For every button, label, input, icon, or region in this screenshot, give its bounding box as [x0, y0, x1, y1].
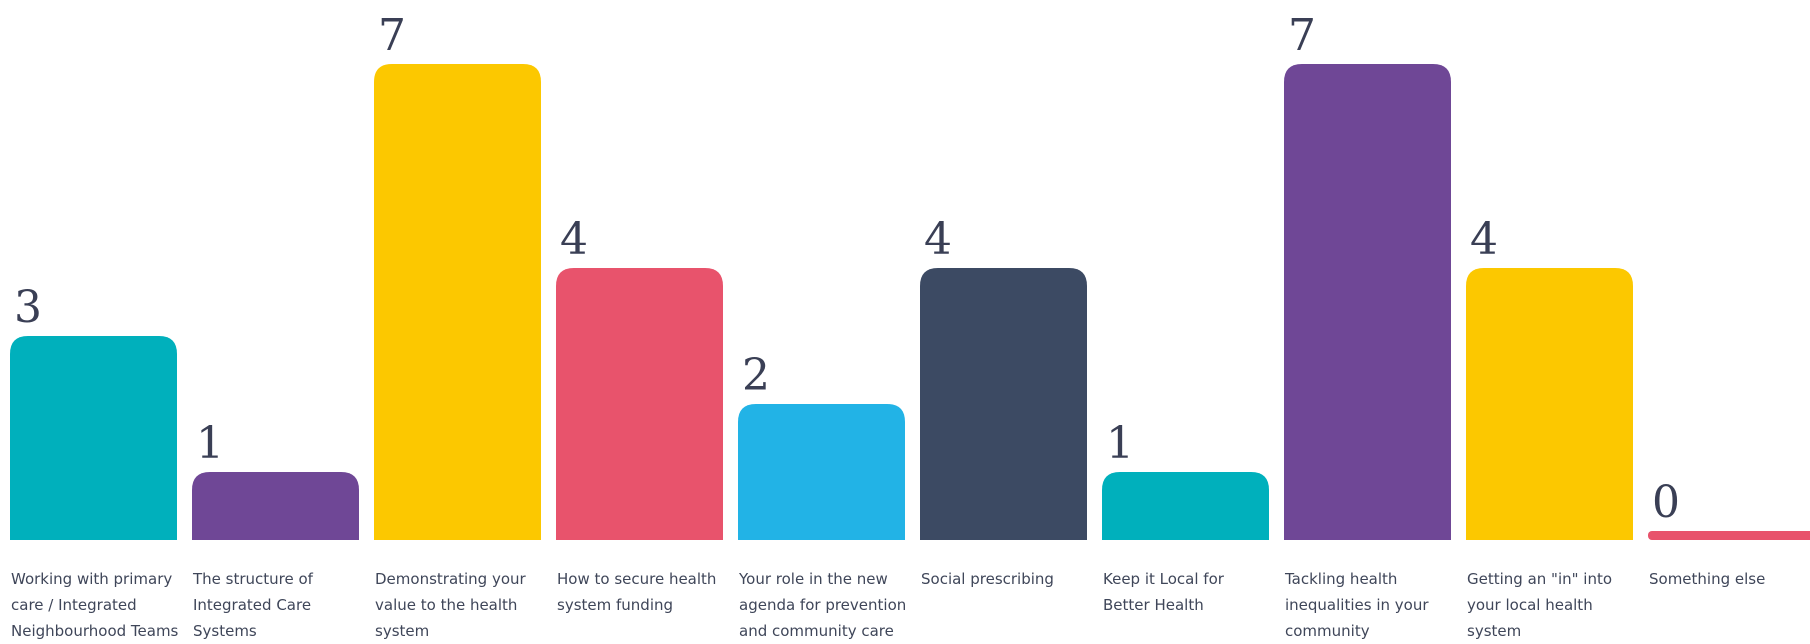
category-label-1: The structure of Integrated Care Systems: [193, 570, 313, 640]
value-label-8: 4: [1470, 214, 1498, 265]
bar-2: [374, 64, 541, 540]
value-label-2: 7: [378, 10, 406, 61]
category-label-9: Something else: [1649, 570, 1766, 588]
bar-9: [1648, 531, 1810, 540]
value-label-0: 3: [14, 282, 42, 333]
value-label-5: 4: [924, 214, 952, 265]
category-label-6: Keep it Local for Better Health: [1103, 570, 1224, 614]
category-label-3: How to secure health system funding: [557, 570, 717, 614]
value-label-1: 1: [196, 418, 224, 469]
bar-3: [556, 268, 723, 540]
value-label-6: 1: [1106, 418, 1134, 469]
category-label-5: Social prescribing: [921, 570, 1054, 588]
bar-4: [738, 404, 905, 540]
bar-7: [1284, 64, 1451, 540]
bar-6: [1102, 472, 1269, 540]
category-label-4: Your role in the new agenda for preventi…: [739, 570, 907, 640]
bar-5: [920, 268, 1087, 540]
bar-8: [1466, 268, 1633, 540]
value-label-3: 4: [560, 214, 588, 265]
value-label-9: 0: [1652, 477, 1680, 528]
value-label-4: 2: [742, 350, 770, 401]
category-label-7: Tackling health inequalities in your com…: [1285, 570, 1429, 640]
category-label-2: Demonstrating your value to the health s…: [375, 570, 526, 640]
category-label-8: Getting an "in" into your local health s…: [1467, 570, 1613, 640]
category-label-0: Working with primary care / Integrated N…: [11, 570, 179, 640]
bar-1: [192, 472, 359, 540]
bar-0: [10, 336, 177, 540]
value-label-7: 7: [1288, 10, 1316, 61]
